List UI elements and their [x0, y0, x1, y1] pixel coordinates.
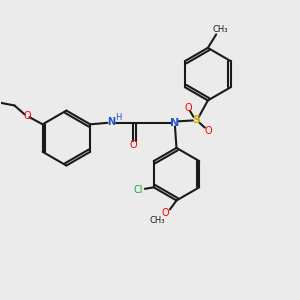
Text: O: O	[161, 208, 169, 218]
Text: H: H	[115, 113, 122, 122]
Text: O: O	[204, 126, 212, 136]
Text: N: N	[170, 118, 180, 128]
Text: O: O	[184, 103, 192, 113]
Text: CH₃: CH₃	[213, 25, 228, 34]
Text: N: N	[108, 117, 116, 127]
Text: S: S	[193, 116, 200, 125]
Text: O: O	[23, 111, 31, 121]
Text: CH₃: CH₃	[149, 216, 165, 225]
Text: Cl: Cl	[134, 185, 143, 195]
Text: O: O	[129, 140, 137, 150]
